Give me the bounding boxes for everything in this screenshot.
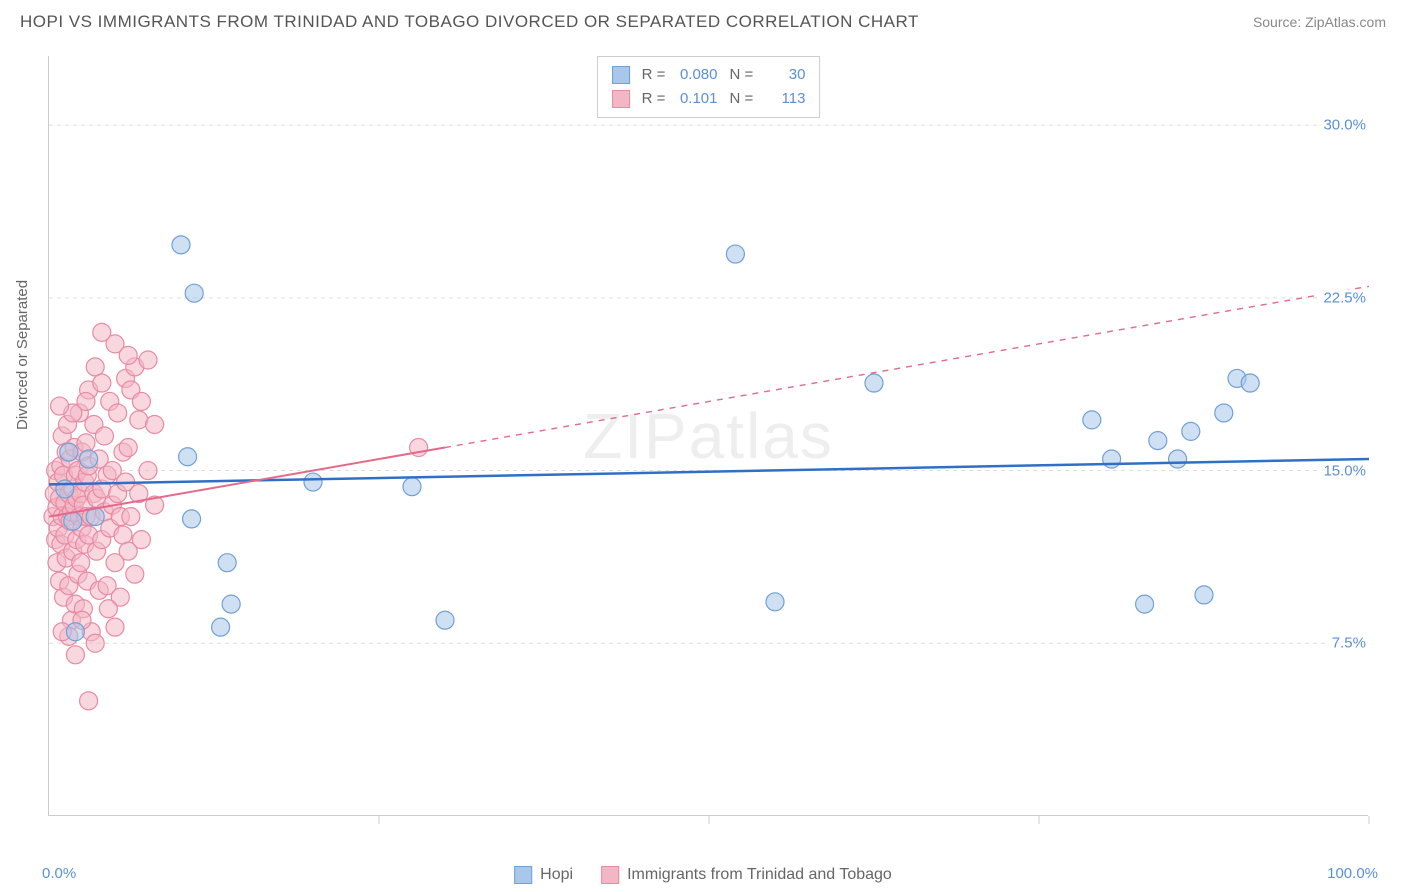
scatter-svg (49, 56, 1368, 815)
y-tick-label: 22.5% (1319, 289, 1370, 306)
y-tick-label: 30.0% (1319, 117, 1370, 134)
chart-source: Source: ZipAtlas.com (1253, 14, 1386, 30)
y-tick-label: 7.5% (1328, 635, 1370, 652)
legend-item-0: Hopi (514, 866, 573, 884)
swatch-series-0 (612, 66, 630, 84)
x-axis-max-label: 100.0% (1327, 865, 1378, 882)
chart-plot-area: ZIPatlas R = 0.080 N = 30 R = 0.101 N = … (48, 56, 1368, 816)
series-legend: Hopi Immigrants from Trinidad and Tobago (514, 866, 892, 884)
swatch-series-1 (612, 90, 630, 108)
legend-row-series-0: R = 0.080 N = 30 (612, 63, 806, 87)
chart-header: HOPI VS IMMIGRANTS FROM TRINIDAD AND TOB… (0, 0, 1406, 40)
x-axis-min-label: 0.0% (42, 865, 76, 882)
swatch-series-1-bottom (601, 866, 619, 884)
swatch-series-0-bottom (514, 866, 532, 884)
chart-title: HOPI VS IMMIGRANTS FROM TRINIDAD AND TOB… (20, 12, 919, 32)
legend-row-series-1: R = 0.101 N = 113 (612, 87, 806, 111)
legend-item-1: Immigrants from Trinidad and Tobago (601, 866, 892, 884)
y-tick-label: 15.0% (1319, 462, 1370, 479)
correlation-legend: R = 0.080 N = 30 R = 0.101 N = 113 (597, 56, 821, 118)
y-axis-title: Divorced or Separated (14, 280, 31, 430)
